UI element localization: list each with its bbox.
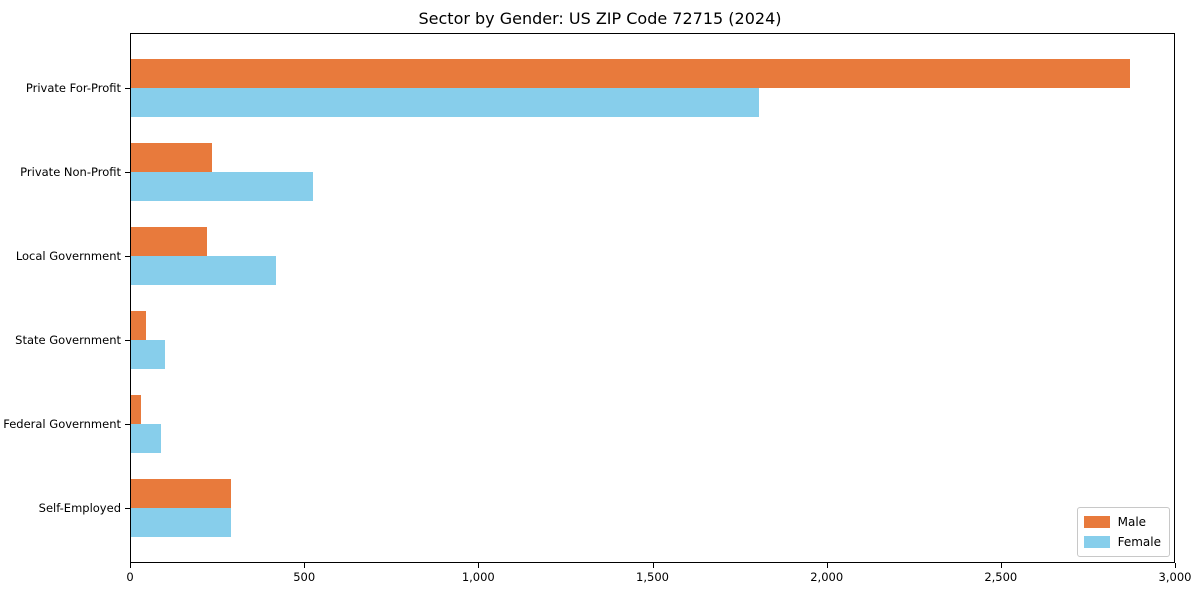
y-axis-label: Private For-Profit	[25, 81, 121, 95]
y-axis-tick	[125, 424, 130, 425]
x-axis-label: 0	[126, 570, 134, 584]
bar-male-1	[130, 143, 212, 172]
x-axis-tick	[130, 563, 131, 568]
bar-male-0	[130, 59, 1130, 88]
x-axis-tick	[826, 563, 828, 568]
bar-male-4	[130, 395, 141, 424]
y-axis-label: Federal Government	[3, 417, 121, 431]
x-axis-tick	[1000, 563, 1002, 568]
x-axis-label: 2,500	[984, 570, 1018, 584]
y-axis-tick	[125, 172, 130, 173]
female-legend-swatch	[1083, 536, 1110, 548]
y-axis-label: Private Non-Profit	[20, 165, 121, 179]
bar-male-2	[130, 227, 207, 256]
x-axis-tick	[478, 563, 480, 568]
male-legend-swatch	[1083, 516, 1110, 528]
y-axis-tick	[125, 256, 130, 257]
bar-male-3	[130, 311, 146, 340]
bar-female-2	[130, 256, 277, 285]
legend-item-male: Male	[1083, 512, 1161, 532]
x-axis-tick	[304, 563, 306, 568]
bar-male-5	[130, 479, 231, 508]
x-axis-label: 3,000	[1158, 570, 1192, 584]
bar-female-3	[130, 340, 165, 369]
y-axis-label: State Government	[15, 333, 121, 347]
y-axis-tick	[125, 508, 130, 509]
x-axis-label: 1,000	[461, 570, 495, 584]
bar-female-5	[130, 508, 231, 537]
bar-female-4	[130, 424, 162, 453]
legend-item-female: Female	[1083, 532, 1161, 552]
female-legend-label: Female	[1117, 535, 1161, 549]
y-axis-label: Local Government	[15, 249, 121, 263]
x-axis-label: 500	[293, 570, 316, 584]
x-axis-tick	[1175, 563, 1176, 568]
male-legend-label: Male	[1117, 515, 1147, 529]
y-axis-tick	[125, 340, 130, 341]
bar-female-1	[130, 172, 313, 201]
chart-title: Sector by Gender: US ZIP Code 72715 (202…	[418, 9, 782, 28]
y-axis-label: Self-Employed	[38, 501, 121, 515]
bar-female-0	[130, 88, 759, 117]
legend: Male Female	[1076, 507, 1170, 557]
y-axis-tick	[125, 88, 130, 89]
x-axis-tick	[652, 563, 654, 568]
x-axis-label: 1,500	[636, 570, 669, 584]
x-axis-label: 2,000	[810, 570, 844, 584]
